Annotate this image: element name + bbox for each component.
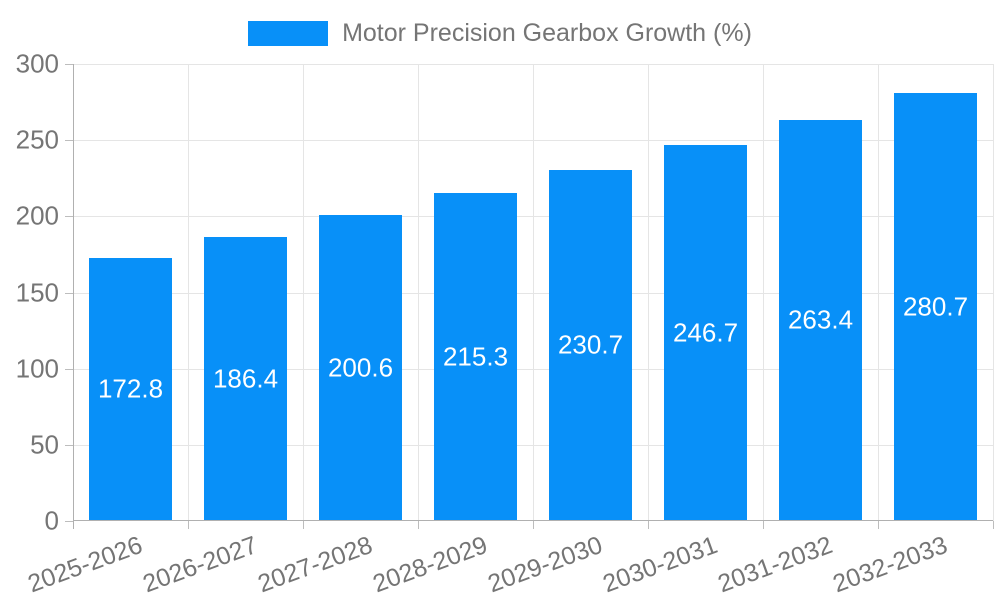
x-axis-label-text: 2025-2026 xyxy=(24,531,147,599)
y-axis-tick xyxy=(65,368,73,370)
bar-value-label: 230.7 xyxy=(557,329,624,360)
x-axis-tick xyxy=(878,521,879,529)
gridline-horizontal xyxy=(73,444,993,446)
gridline-horizontal xyxy=(73,64,993,65)
y-axis-label: 0 xyxy=(44,505,59,536)
bar[interactable] xyxy=(548,169,633,521)
x-axis-tick xyxy=(303,521,304,529)
bar-value-label: 246.7 xyxy=(672,317,739,348)
gridline-vertical xyxy=(993,64,994,521)
bar[interactable] xyxy=(203,237,288,521)
y-axis-label: 300 xyxy=(15,48,59,79)
x-axis-tick xyxy=(763,521,764,529)
y-axis-tick xyxy=(65,140,73,142)
bar[interactable] xyxy=(663,145,748,521)
bar[interactable] xyxy=(318,215,403,521)
x-axis-tick xyxy=(993,521,994,529)
legend[interactable]: Motor Precision Gearbox Growth (%) xyxy=(0,19,1000,48)
bar-value-label: 200.6 xyxy=(327,352,394,383)
bar-value-label: 172.8 xyxy=(97,373,164,404)
y-axis-tick xyxy=(65,216,73,218)
y-axis-label: 50 xyxy=(30,429,59,460)
gridline-horizontal xyxy=(73,368,993,370)
plot-area: 0 50 100 150 200 250 300 172.8 186.4 200.6 215.3 23… xyxy=(16,49,994,598)
x-axis-tick xyxy=(418,521,419,529)
bar-value-label: 215.3 xyxy=(442,341,509,372)
x-axis-label-text: 2030-2031 xyxy=(599,531,722,599)
x-axis-tick xyxy=(533,521,534,529)
y-axis-label: 200 xyxy=(15,200,59,231)
x-axis-label-text: 2026-2027 xyxy=(139,531,262,599)
x-axis-label-text: 2028-2029 xyxy=(369,531,492,599)
bar[interactable] xyxy=(893,93,978,521)
gridline-horizontal xyxy=(73,140,993,142)
x-axis-label-text: 2029-2030 xyxy=(484,531,607,599)
x-axis-tick xyxy=(188,521,189,529)
gridline-horizontal xyxy=(73,292,993,294)
bar[interactable] xyxy=(778,119,863,521)
gridline-horizontal xyxy=(73,216,993,218)
bar[interactable] xyxy=(88,257,173,521)
y-axis-label: 150 xyxy=(15,277,59,307)
x-axis-line xyxy=(73,520,993,521)
y-axis-tick xyxy=(65,64,73,65)
y-axis-tick xyxy=(65,521,73,522)
x-axis-label-text: 2027-2028 xyxy=(254,531,377,599)
y-axis-label: 250 xyxy=(15,124,59,155)
bar-value-label: 263.4 xyxy=(787,304,854,335)
x-axis-tick xyxy=(648,521,649,529)
y-axis-label: 100 xyxy=(15,353,59,384)
bar-value-label: 186.4 xyxy=(212,363,279,394)
bar-value-label: 280.7 xyxy=(902,291,969,322)
bar[interactable] xyxy=(433,193,518,521)
legend-label: Motor Precision Gearbox Growth (%) xyxy=(342,19,752,47)
x-axis-label-text: 2031-2032 xyxy=(714,531,837,599)
y-axis-line xyxy=(73,64,74,529)
legend-swatch[interactable] xyxy=(248,21,329,46)
y-axis-tick xyxy=(65,444,73,446)
x-axis-label-text: 2032-2033 xyxy=(829,531,952,599)
y-axis-tick xyxy=(65,292,73,294)
